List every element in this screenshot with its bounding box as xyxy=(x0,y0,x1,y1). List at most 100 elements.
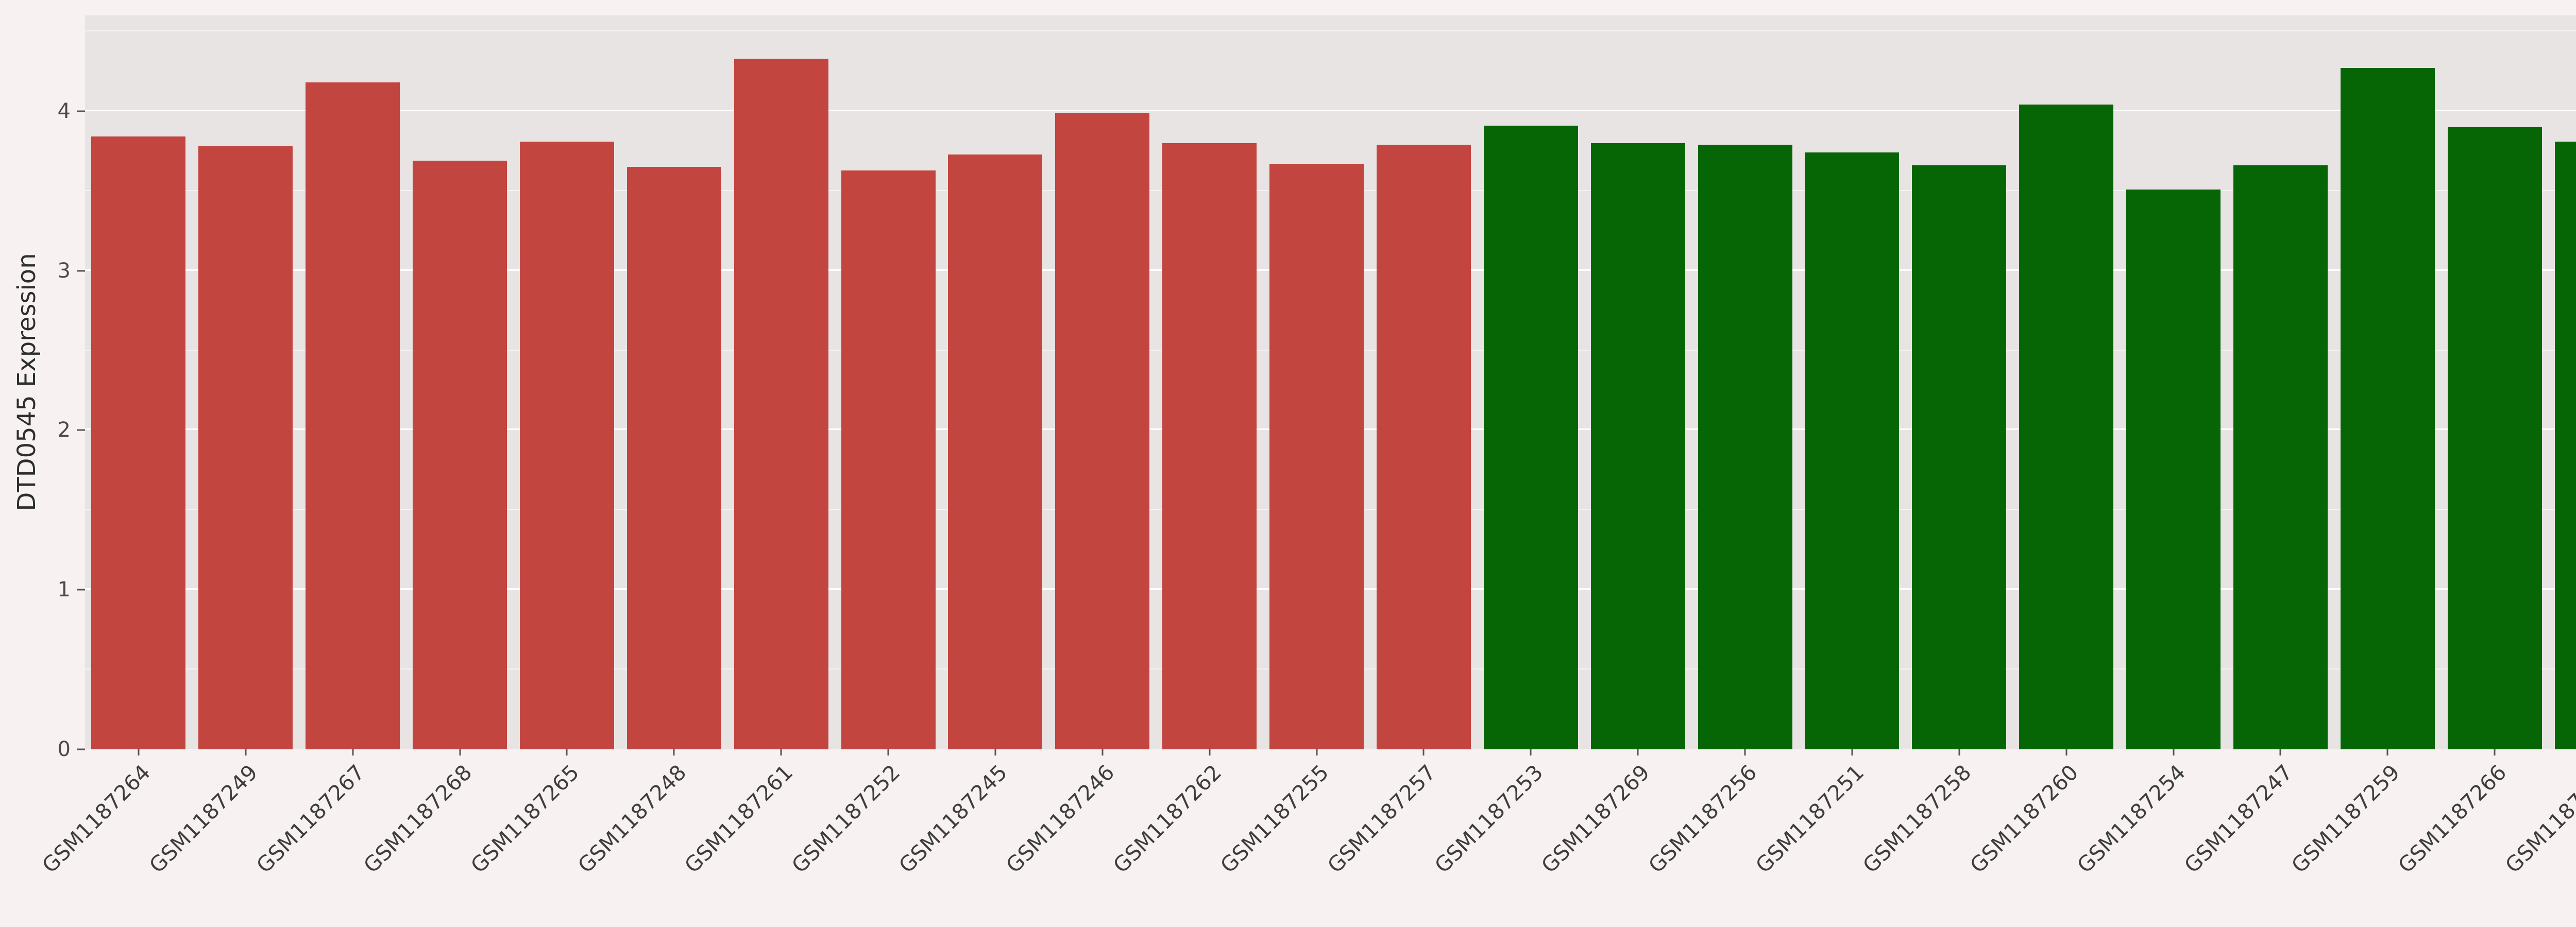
x-tick-label: GSM1187246 xyxy=(1001,760,1120,878)
x-tick-label: GSM1187267 xyxy=(251,760,370,878)
x-tick-mark xyxy=(673,749,675,756)
bar xyxy=(948,154,1043,749)
x-tick-label: GSM1187259 xyxy=(2286,760,2404,878)
x-tick-mark xyxy=(887,749,889,756)
bar xyxy=(2447,127,2542,749)
bar-slot: GSM1187251 xyxy=(1751,15,1906,878)
x-tick-mark xyxy=(2173,749,2175,756)
y-tick-label: 0 xyxy=(57,737,71,761)
bar-slot: GSM1187262 xyxy=(1108,15,1263,878)
x-tick-label: GSM1187268 xyxy=(359,760,477,878)
x-tick-mark xyxy=(1637,749,1639,756)
major-gridline xyxy=(85,109,2576,111)
x-tick-mark xyxy=(1958,749,1960,756)
bar-slot: GSM1187256 xyxy=(1644,15,1799,878)
x-tick-label: GSM1187245 xyxy=(894,760,1012,878)
bar-slot: GSM1187267 xyxy=(251,15,406,878)
x-tick-mark xyxy=(1101,749,1104,756)
x-tick-label: GSM1187254 xyxy=(2072,760,2191,878)
bar-slot: GSM1187264 xyxy=(38,15,192,878)
x-tick-mark xyxy=(352,749,354,756)
bar-slot: GSM1187250 xyxy=(2501,15,2576,878)
x-tick-mark xyxy=(138,749,140,756)
bar-slot: GSM1187261 xyxy=(680,15,835,878)
bar xyxy=(1376,144,1471,749)
bar-slot: GSM1187259 xyxy=(2286,15,2441,878)
bar-slot: GSM1187254 xyxy=(2072,15,2227,878)
x-tick-mark xyxy=(245,749,247,756)
x-tick-label: GSM1187258 xyxy=(1858,760,1976,878)
y-tick-mark xyxy=(77,748,85,750)
x-tick-label: GSM1187261 xyxy=(680,760,798,878)
x-tick-mark xyxy=(1209,749,1211,756)
bar xyxy=(1805,152,1900,749)
bar-slot: GSM1187268 xyxy=(359,15,514,878)
bar xyxy=(2126,189,2221,749)
y-axis-label: DTD0545 Expression xyxy=(12,253,41,511)
y-tick-label: 2 xyxy=(57,418,71,442)
x-tick-mark xyxy=(1316,749,1318,756)
x-tick-label: GSM1187265 xyxy=(466,760,584,878)
x-tick-mark xyxy=(2494,749,2496,756)
bar xyxy=(2019,105,2114,749)
x-tick-mark xyxy=(994,749,996,756)
bar-slot: GSM1187265 xyxy=(466,15,621,878)
x-tick-mark xyxy=(1744,749,1746,756)
bar xyxy=(2340,68,2435,749)
bar-series: GSM1187264 GSM1187249 GSM1187267 GSM1187268… xyxy=(38,15,2576,878)
x-tick-label: GSM1187260 xyxy=(1965,760,2083,878)
bar-slot: GSM1187257 xyxy=(1323,15,1478,878)
bar xyxy=(841,170,936,749)
y-tick-mark xyxy=(77,270,85,272)
bar xyxy=(734,58,828,749)
x-tick-label: GSM1187248 xyxy=(572,760,691,878)
x-tick-mark xyxy=(1530,749,1532,756)
bar xyxy=(2233,165,2328,749)
bar xyxy=(1698,144,1792,749)
bar-slot: GSM1187269 xyxy=(1537,15,1691,878)
y-tick-label: 1 xyxy=(57,578,71,602)
bar-slot: GSM1187266 xyxy=(2394,15,2548,878)
x-tick-label: GSM1187253 xyxy=(1429,760,1548,878)
bar xyxy=(1055,112,1150,749)
bar xyxy=(1912,165,2007,749)
y-tick-label: 4 xyxy=(57,99,71,123)
x-tick-label: GSM1187251 xyxy=(1751,760,1869,878)
x-tick-label: GSM1187269 xyxy=(1536,760,1655,878)
bar xyxy=(1269,164,1364,749)
x-tick-label: GSM1187252 xyxy=(787,760,905,878)
bar-slot: GSM1187246 xyxy=(1001,15,1156,878)
bar-slot: GSM1187258 xyxy=(1858,15,2013,878)
bar-slot: GSM1187248 xyxy=(573,15,727,878)
x-tick-label: GSM1187249 xyxy=(144,760,263,878)
plot-area: GSM1187264 GSM1187249 GSM1187267 GSM1187268… xyxy=(38,15,2576,878)
x-tick-label: GSM1187257 xyxy=(1323,760,1440,878)
bar-slot: GSM1187252 xyxy=(787,15,942,878)
y-tick-label: 3 xyxy=(57,259,71,283)
bar xyxy=(306,82,400,749)
bar-slot: GSM1187255 xyxy=(1215,15,1370,878)
x-tick-mark xyxy=(1851,749,1853,756)
bar xyxy=(1590,143,1685,749)
x-tick-mark xyxy=(780,749,782,756)
x-tick-mark xyxy=(566,749,568,756)
bar xyxy=(519,141,614,749)
y-tick-mark xyxy=(77,429,85,431)
bar xyxy=(1162,143,1257,749)
bar-slot: GSM1187249 xyxy=(144,15,299,878)
minor-gridline xyxy=(85,30,2576,31)
x-tick-mark xyxy=(2279,749,2281,756)
x-tick-mark xyxy=(2386,749,2388,756)
bar-slot: GSM1187253 xyxy=(1430,15,1584,878)
x-tick-mark xyxy=(1422,749,1425,756)
y-tick-mark xyxy=(77,589,85,591)
x-tick-label: GSM1187247 xyxy=(2179,760,2297,878)
bar xyxy=(1483,125,1578,749)
x-tick-label: GSM1187250 xyxy=(2500,760,2576,878)
x-tick-label: GSM1187266 xyxy=(2393,760,2512,878)
y-tick-mark xyxy=(77,110,85,112)
bar-slot: GSM1187260 xyxy=(1965,15,2120,878)
x-tick-mark xyxy=(459,749,461,756)
bar-slot: GSM1187245 xyxy=(894,15,1049,878)
x-tick-label: GSM1187262 xyxy=(1108,760,1227,878)
